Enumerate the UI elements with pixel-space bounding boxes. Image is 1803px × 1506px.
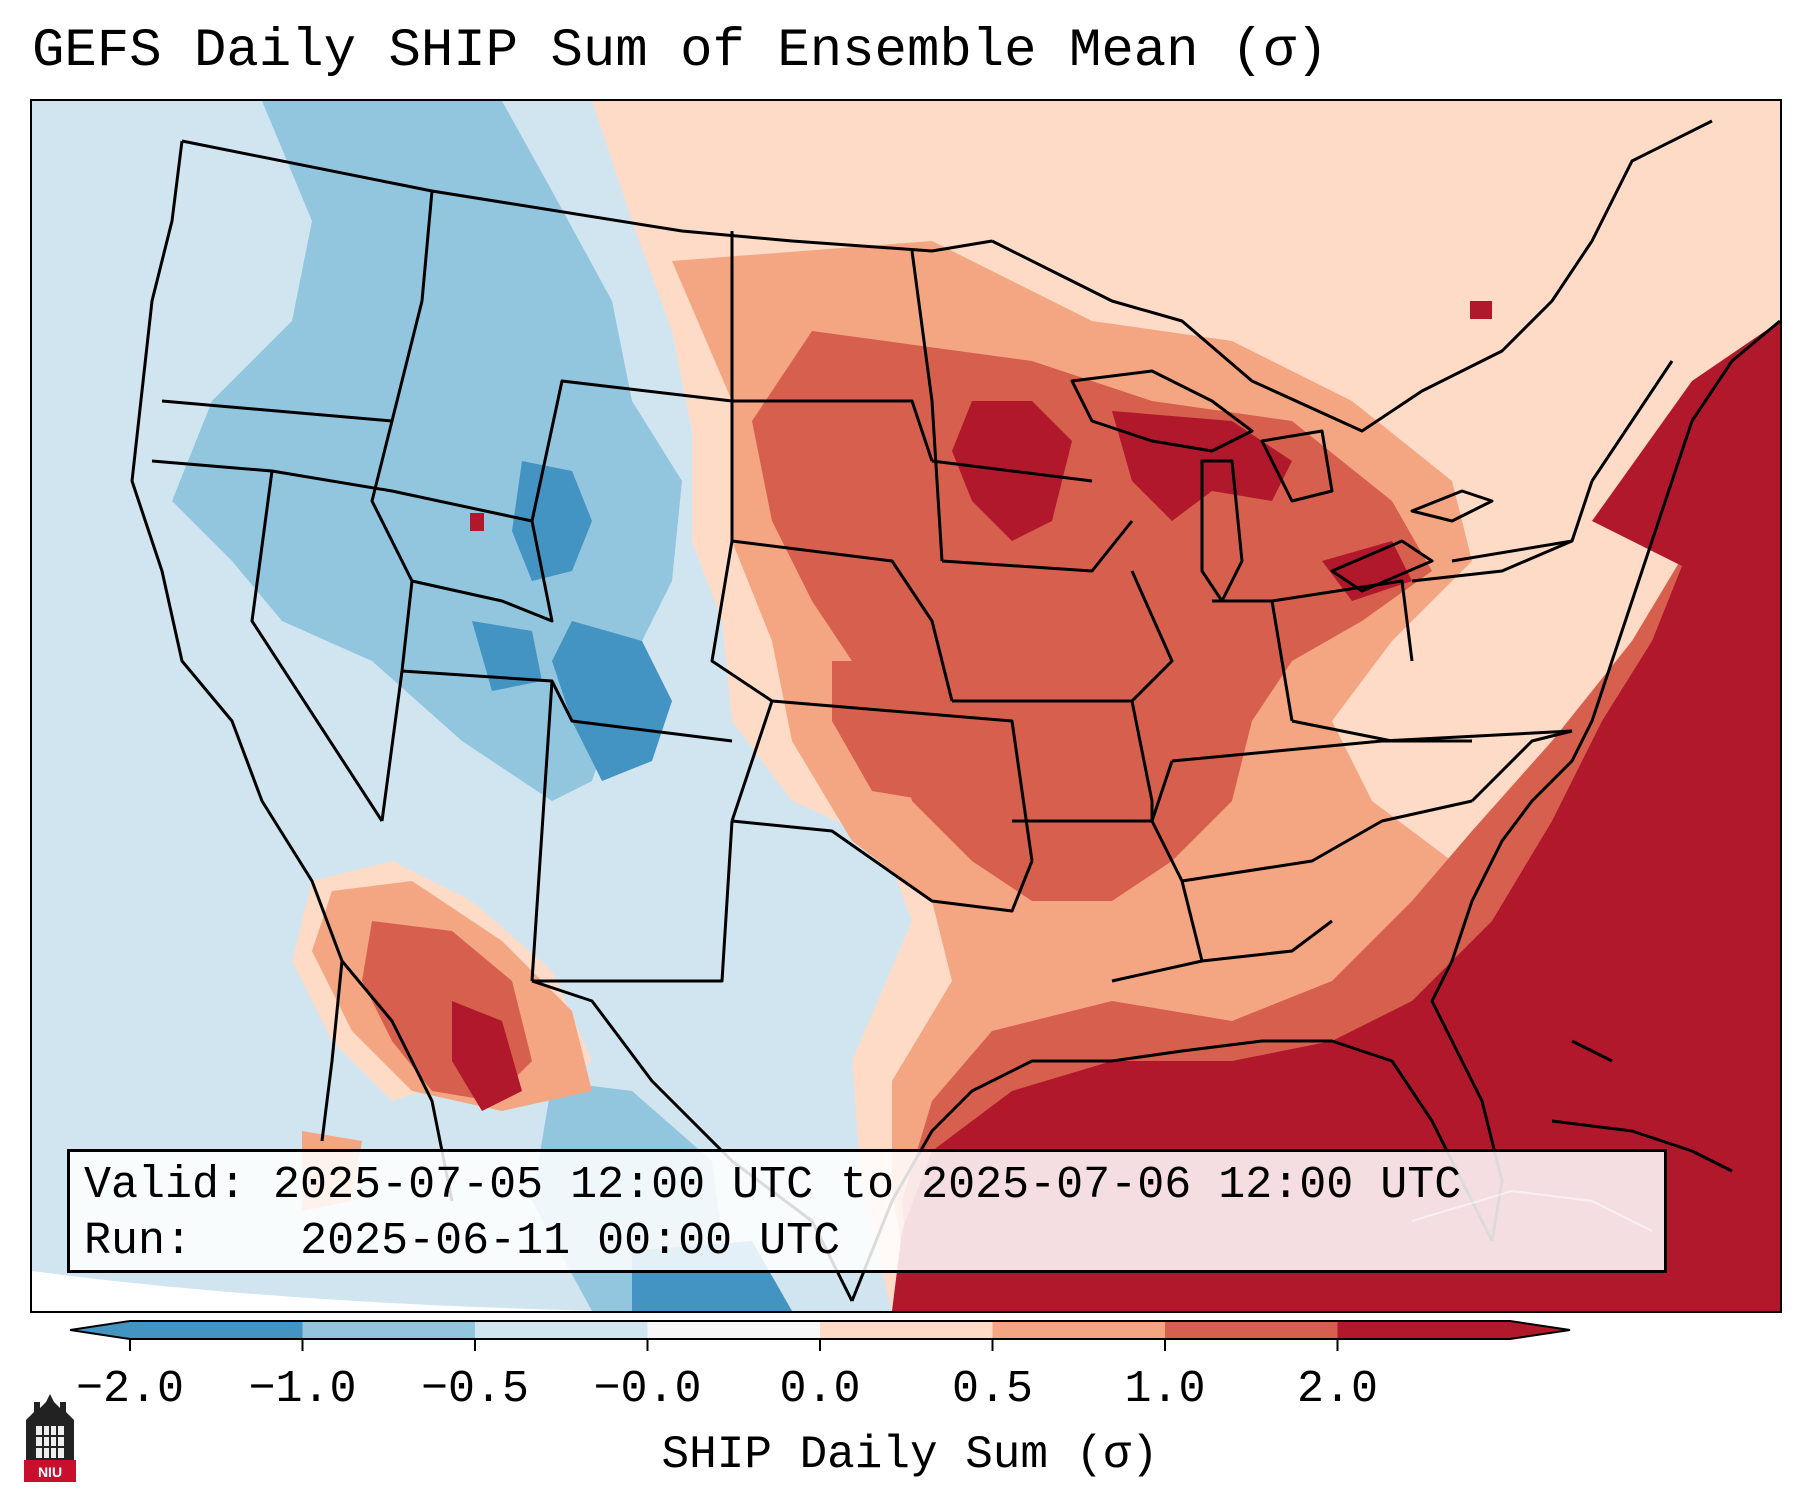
colorbar-tick-label: 0.5 — [951, 1364, 1034, 1415]
anomaly-region-strong-negative — [552, 621, 672, 781]
colorbar-segment — [1337, 1321, 1511, 1339]
anomaly-region-extreme-positive — [1592, 321, 1780, 581]
niu-logo-text: NIU — [37, 1464, 63, 1480]
colorbar-tick-label: −2.0 — [75, 1364, 185, 1415]
anomaly-region-extreme-positive — [892, 361, 1780, 1311]
run-time: 2025-06-11 00:00 UTC — [300, 1216, 841, 1267]
colorbar-segment — [647, 1321, 821, 1339]
colorbar-label: SHIP Daily Sum (σ) — [661, 1429, 1159, 1481]
ship-anomaly-map[interactable] — [32, 101, 1780, 1311]
colorbar-segment — [1165, 1321, 1338, 1339]
colorbar-extend-low — [70, 1321, 130, 1339]
colorbar-segment — [475, 1321, 648, 1339]
niu-logo-icon — [24, 1394, 76, 1482]
colorbar-tick-label: −0.0 — [593, 1364, 702, 1415]
colorbar-segment — [992, 1321, 1166, 1339]
anomaly-cell-extreme — [1470, 301, 1492, 319]
anomaly-region-strong-positive — [832, 661, 952, 801]
map-title: GEFS Daily SHIP Sum of Ensemble Mean (σ) — [32, 21, 1329, 82]
anomaly-region-strong-negative — [512, 461, 592, 581]
map-panel[interactable]: Valid: 2025-07-05 12:00 UTC to 2025-07-0… — [30, 99, 1782, 1313]
colorbar-segment — [820, 1321, 993, 1339]
anomaly-cell-extreme — [470, 513, 484, 531]
valid-label: Valid: — [84, 1160, 247, 1211]
colorbar — [70, 1313, 1740, 1383]
info-box: Valid: 2025-07-05 12:00 UTC to 2025-07-0… — [67, 1149, 1667, 1273]
colorbar-segment — [302, 1321, 476, 1339]
anomaly-region-strong-negative — [472, 621, 542, 691]
colorbar-tick-label: 2.0 — [1296, 1364, 1379, 1415]
anomaly-region-negative — [172, 101, 682, 801]
colorbar-segment — [130, 1321, 303, 1339]
colorbar-tick-label: −1.0 — [248, 1364, 357, 1415]
colorbar-tick-label: 0.0 — [779, 1364, 861, 1415]
colorbar-tick-label: 1.0 — [1124, 1364, 1206, 1415]
anomaly-region-extreme-positive — [452, 1001, 522, 1111]
niu-logo: NIU — [20, 1390, 80, 1490]
valid-range: 2025-07-05 12:00 UTC to 2025-07-06 12:00… — [273, 1160, 1462, 1211]
anomaly-region-extreme-positive — [1322, 541, 1412, 601]
run-label: Run: — [84, 1216, 193, 1267]
colorbar-outline — [70, 1320, 1571, 1340]
colorbar-graphic — [70, 1320, 1571, 1351]
colorbar-extend-high — [1510, 1321, 1570, 1339]
colorbar-tick-label: −0.5 — [420, 1364, 530, 1415]
